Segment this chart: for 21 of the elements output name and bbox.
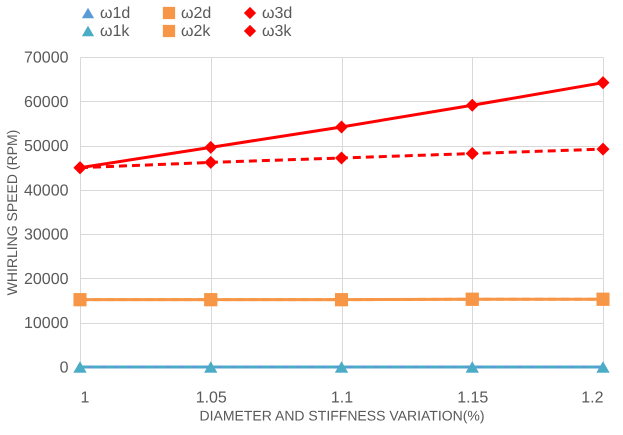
x-axis-title: DIAMETER AND STIFFNESS VARIATION(%) [200, 408, 484, 424]
y-tick-label: 50000 [24, 138, 69, 156]
y-tick-label: 60000 [24, 94, 69, 111]
x-tick-label: 1.1 [330, 390, 354, 406]
y-tick-label: 10000 [24, 315, 69, 332]
x-tick-label: 1.15 [457, 390, 488, 406]
y-tick-label: 20000 [24, 270, 69, 288]
legend-label: ω3k [262, 23, 292, 40]
x-tick-label: 1.05 [196, 390, 227, 406]
x-tick-label: 1.2 [581, 390, 604, 406]
y-axis-title: WHIRLING SPEED (RPM) [4, 130, 20, 296]
legend-label: ω2k [181, 23, 212, 40]
y-tick-label: 70000 [24, 50, 69, 66]
legend-label: ω3d [262, 5, 292, 22]
legend-label: ω1k [100, 23, 130, 40]
y-tick-label: 30000 [24, 226, 69, 244]
legend-label: ω2d [181, 5, 212, 22]
x-tick-label: 1 [80, 390, 90, 406]
legend-label: ω1d [100, 5, 130, 22]
y-tick-label: 0 [60, 360, 69, 376]
y-tick-label: 40000 [24, 182, 69, 200]
